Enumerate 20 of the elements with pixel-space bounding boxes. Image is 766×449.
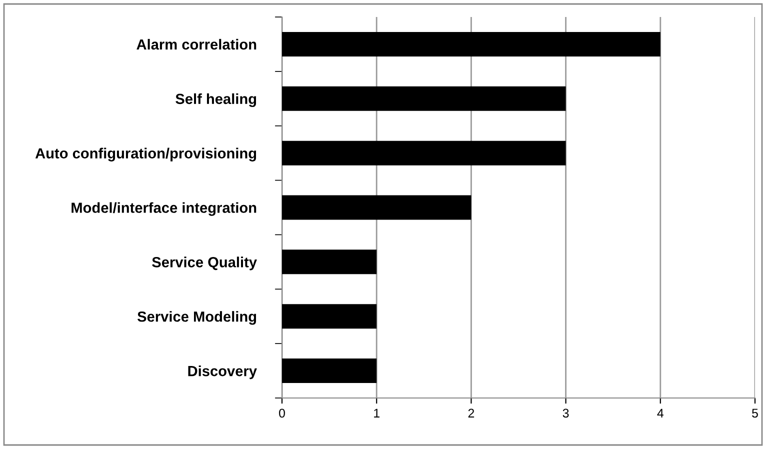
y-tick-label: Alarm correlation	[136, 38, 256, 50]
x-tick-label: 5	[752, 408, 758, 418]
bar	[282, 32, 660, 56]
bar	[282, 86, 566, 111]
x-tick-label: 2	[468, 408, 474, 418]
bar	[282, 140, 566, 166]
y-tick-label: Model/interface integration	[72, 202, 256, 216]
y-tick-label: Service Modeling	[137, 311, 256, 325]
x-tick-label: 0	[279, 408, 285, 418]
bar	[282, 250, 377, 274]
bar	[282, 358, 377, 384]
x-tick-label: 3	[562, 408, 569, 418]
x-tick-label: 1	[374, 408, 380, 418]
bar	[282, 195, 472, 220]
bar	[282, 304, 377, 329]
y-tick-label: Self healing	[176, 93, 256, 108]
y-tick-label: Auto configuration/provisioning	[35, 148, 256, 162]
y-tick-label: Discovery	[188, 366, 257, 380]
x-tick-label: 4	[657, 408, 664, 418]
y-tick-label: Service Quality	[152, 256, 257, 270]
